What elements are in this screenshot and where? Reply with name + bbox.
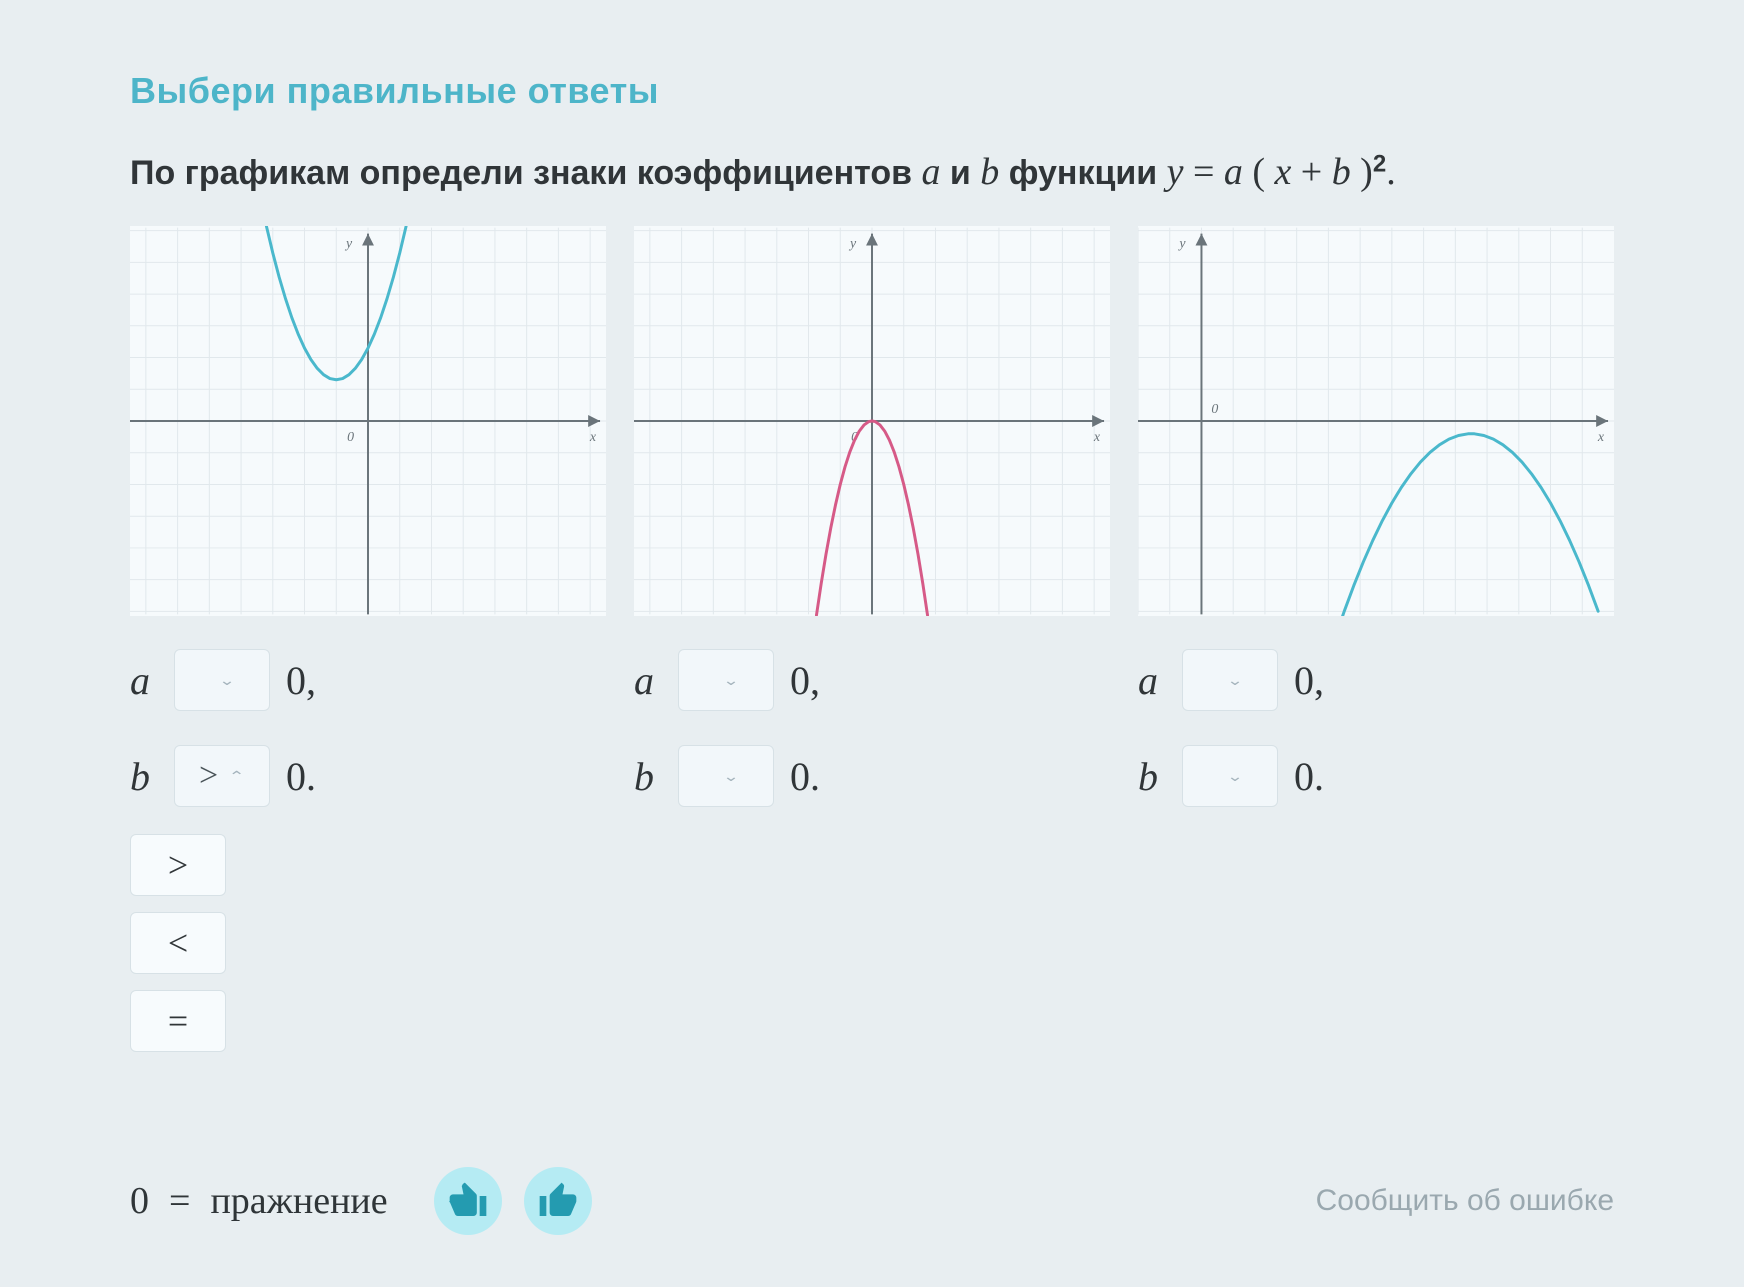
svg-text:x: x: [1093, 430, 1101, 445]
variable-a: a: [1138, 657, 1166, 704]
chart: y x 0: [130, 226, 606, 616]
answer-row-a: a ⌄ 0,: [1138, 648, 1614, 712]
zero-a: 0,: [790, 657, 820, 704]
zero-b: 0.: [790, 753, 820, 800]
svg-text:0: 0: [347, 430, 354, 445]
sign-option-gt[interactable]: >: [130, 834, 226, 896]
chart: y x 0: [1138, 226, 1614, 616]
answer-row-a: a ⌄ 0,: [130, 648, 606, 712]
svg-text:x: x: [589, 430, 597, 445]
chevron-down-icon: ⌄: [219, 671, 236, 689]
exercise-word: пражнение: [210, 1179, 387, 1223]
svg-text:0: 0: [1211, 402, 1218, 417]
variable-b: b: [1138, 753, 1166, 800]
thumb-down-button[interactable]: [434, 1167, 502, 1235]
chevron-down-icon: ⌄: [1227, 767, 1244, 785]
thumb-up-icon: [538, 1181, 578, 1221]
zero-b: 0.: [286, 753, 316, 800]
answer-row-a: a ⌄ 0,: [634, 648, 1110, 712]
prompt-y: y: [1167, 151, 1184, 193]
svg-text:y: y: [1177, 236, 1186, 251]
svg-text:x: x: [1597, 430, 1605, 445]
prompt-rhs-a: a: [1224, 151, 1243, 193]
answer-row-b: b > ⌃ 0.: [130, 744, 606, 808]
graph-column: yx0 a ⌄ 0, b ⌄ 0.: [634, 226, 1110, 1052]
variable-a: a: [634, 657, 662, 704]
task-prompt: По графикам определи знаки коэффициентов…: [130, 150, 1614, 194]
report-link[interactable]: Сообщить об ошибке: [1316, 1184, 1614, 1218]
chart: yx0: [634, 226, 1110, 616]
graphs-row: yx0 a ⌄ 0, b > ⌃ 0.><=yx0 a ⌄ 0, b ⌄ 0.y…: [130, 226, 1614, 1052]
zero-a: 0,: [286, 657, 316, 704]
select-a-sign[interactable]: ⌄: [678, 649, 774, 711]
prompt-eq: =: [1193, 151, 1224, 193]
chevron-down-icon: ⌄: [723, 671, 740, 689]
select-b-sign[interactable]: ⌄: [1182, 745, 1278, 807]
select-b-sign[interactable]: > ⌃: [174, 745, 270, 807]
prompt-and: и: [950, 154, 980, 192]
select-a-sign[interactable]: ⌄: [1182, 649, 1278, 711]
prompt-plus: +: [1301, 151, 1332, 193]
answer-row-b: b ⌄ 0.: [634, 744, 1110, 808]
svg-text:y: y: [344, 236, 353, 251]
prompt-a: a: [921, 151, 940, 193]
graph-column: yx0 a ⌄ 0, b > ⌃ 0.><=: [130, 226, 606, 1052]
exercise-eq: =: [169, 1179, 190, 1223]
sign-option-lt[interactable]: <: [130, 912, 226, 974]
variable-b: b: [634, 753, 662, 800]
prompt-func: функции: [1009, 154, 1167, 192]
exercise-label: 0 = пражнение: [130, 1179, 388, 1223]
footer-left: 0 = пражнение: [130, 1167, 592, 1235]
variable-b: b: [130, 753, 158, 800]
chevron-down-icon: ⌄: [723, 767, 740, 785]
chevron-down-icon: ⌄: [1227, 671, 1244, 689]
zero-a: 0,: [1294, 657, 1324, 704]
exercise-prefix: 0: [130, 1179, 149, 1223]
hint-title: Выбери правильные ответы: [130, 70, 1614, 112]
chevron-up-icon: ⌃: [228, 767, 245, 785]
sign-option-eq[interactable]: =: [130, 990, 226, 1052]
thumbs-group: [434, 1167, 592, 1235]
prompt-dot: .: [1386, 151, 1396, 193]
sign-dropdown: > < =: [130, 834, 226, 1052]
variable-a: a: [130, 657, 158, 704]
graph-column: y x 0 a ⌄ 0, b ⌄ 0.: [1138, 226, 1614, 1052]
prompt-prefix: По графикам определи знаки коэффициентов: [130, 154, 921, 192]
svg-text:y: y: [848, 236, 857, 251]
zero-b: 0.: [1294, 753, 1324, 800]
footer-bar: 0 = пражнение Сообщить об ошибке: [130, 1167, 1614, 1235]
thumb-up-button[interactable]: [524, 1167, 592, 1235]
answer-row-b: b ⌄ 0.: [1138, 744, 1614, 808]
prompt-rpar: ): [1360, 151, 1373, 193]
prompt-b: b: [980, 151, 999, 193]
select-b-value: >: [199, 757, 218, 795]
prompt-x: x: [1274, 151, 1291, 193]
thumb-down-icon: [448, 1181, 488, 1221]
prompt-rhs-b: b: [1332, 151, 1351, 193]
select-b-sign[interactable]: ⌄: [678, 745, 774, 807]
select-a-sign[interactable]: ⌄: [174, 649, 270, 711]
prompt-lpar: (: [1252, 151, 1265, 193]
prompt-sq: 2: [1373, 151, 1386, 178]
